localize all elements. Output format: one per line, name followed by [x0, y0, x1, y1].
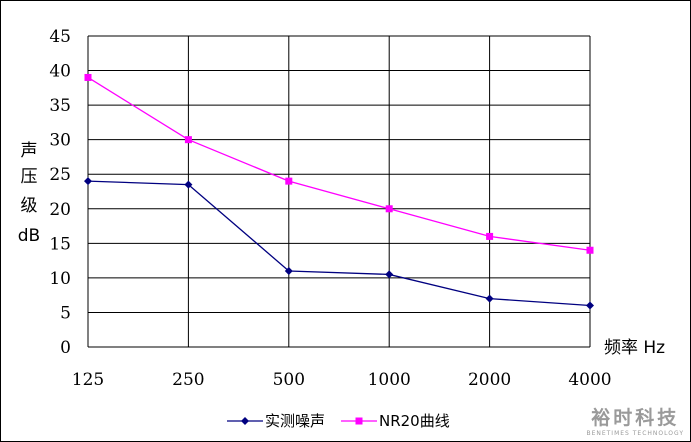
y-tick-label: 35: [49, 96, 71, 116]
legend-marker: [355, 417, 363, 425]
x-tick-label: 250: [172, 370, 204, 390]
series-layer: [84, 73, 594, 310]
y-axis-label-line: 级: [21, 196, 38, 216]
y-tick-label: 20: [49, 200, 71, 220]
watermark-logo: 裕时科技 BENETIMES TECHNOLOGY: [586, 403, 684, 437]
legend-item: NR20曲线: [341, 412, 450, 430]
legend-item: 实测噪声: [227, 412, 325, 430]
series-1: [84, 177, 594, 310]
series-2: [84, 73, 594, 254]
y-tick-label: 40: [49, 62, 71, 82]
y-tick-label: 0: [60, 338, 71, 358]
data-point-marker: [586, 301, 594, 310]
watermark-sub-text: BENETIMES TECHNOLOGY: [586, 430, 684, 437]
data-point-marker: [84, 177, 92, 186]
y-axis-label: 声压级 dB: [18, 141, 40, 246]
data-point-marker: [184, 136, 192, 144]
x-tick-label: 1000: [368, 370, 411, 390]
data-point-marker: [385, 205, 393, 213]
data-point-marker: [486, 232, 494, 240]
grid: [87, 35, 591, 348]
legend-label: NR20曲线: [379, 412, 450, 430]
y-tick-label: 10: [49, 269, 71, 289]
series-line: [87, 76, 591, 251]
watermark-main-text: 裕时科技: [591, 407, 680, 429]
data-point-marker: [586, 246, 594, 254]
y-tick-label: 30: [49, 131, 71, 151]
data-point-marker: [285, 177, 293, 185]
x-tick-label: 125: [72, 370, 104, 390]
x-tick-label: 500: [273, 370, 305, 390]
y-axis-label-line: 压: [21, 167, 38, 187]
data-point-marker: [485, 294, 494, 303]
legend: 实测噪声 NR20曲线: [227, 412, 450, 430]
legend-marker: [241, 417, 249, 425]
legend-label: 实测噪声: [265, 412, 325, 430]
y-tick-label: 5: [60, 303, 71, 323]
x-axis-label: 频率 Hz: [604, 338, 665, 358]
x-tick-label: 2000: [468, 370, 511, 390]
y-tick-label: 45: [49, 27, 71, 47]
x-tick-labels: 125 250 500 1000 2000 4000: [72, 370, 612, 390]
y-axis-label-line: 声: [21, 141, 38, 161]
y-tick-label: 25: [49, 165, 71, 185]
data-point-marker: [385, 270, 394, 279]
y-tick-labels: 0 5 10 15 20 25 30 35 40 45: [49, 27, 71, 358]
series-line: [87, 180, 591, 307]
x-tick-label: 4000: [568, 370, 611, 390]
data-point-marker: [184, 180, 193, 189]
y-tick-label: 15: [49, 234, 71, 254]
data-point-marker: [84, 73, 92, 81]
y-axis-label-line: dB: [18, 226, 40, 246]
data-point-marker: [284, 266, 293, 275]
